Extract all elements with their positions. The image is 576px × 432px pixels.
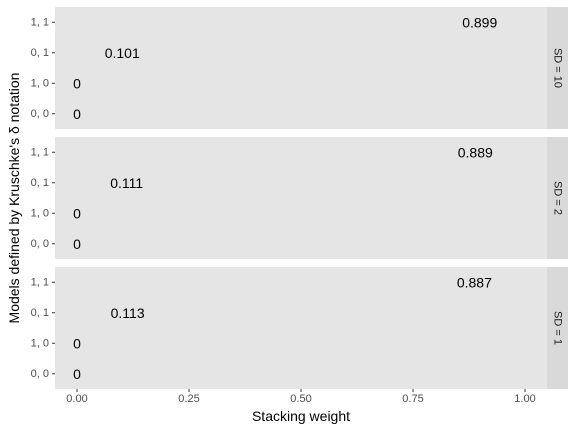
y-tick-label: 1, 0 xyxy=(31,207,49,219)
y-tick-label: 0, 1 xyxy=(31,307,49,319)
x-tick-label: 0.00 xyxy=(66,393,87,405)
x-tick-label: 0.75 xyxy=(402,393,423,405)
data-label: 0.889 xyxy=(458,144,493,160)
data-label: 0 xyxy=(73,335,81,351)
facet-strip-label: SD = 10 xyxy=(552,48,564,88)
y-tick-label: 0, 1 xyxy=(31,177,49,189)
facet-panel-background xyxy=(55,137,547,259)
facet-strip-label: SD = 1 xyxy=(552,311,564,345)
y-axis-title: Models defined by Kruschke's δ notation xyxy=(6,73,22,324)
data-label: 0 xyxy=(73,236,81,252)
x-tick-label: 0.25 xyxy=(178,393,199,405)
y-tick-label: 0, 0 xyxy=(31,368,49,380)
facet-panel-background xyxy=(55,267,547,389)
data-label: 0.111 xyxy=(110,175,143,191)
x-axis-title: Stacking weight xyxy=(252,408,350,424)
y-tick-label: 1, 1 xyxy=(31,16,49,28)
data-label: 0.887 xyxy=(457,274,492,290)
data-label: 0.113 xyxy=(111,305,145,321)
y-tick-label: 1, 1 xyxy=(31,276,49,288)
facet-strip-label: SD = 2 xyxy=(552,181,564,215)
data-label: 0 xyxy=(73,366,81,382)
y-tick-label: 0, 0 xyxy=(31,238,49,250)
data-label: 0.899 xyxy=(462,14,497,30)
y-tick-label: 0, 0 xyxy=(31,108,49,120)
y-tick-label: 1, 1 xyxy=(31,146,49,158)
y-tick-label: 1, 0 xyxy=(31,337,49,349)
data-label: 0 xyxy=(73,205,81,221)
facet-strip-background xyxy=(547,267,568,389)
y-tick-label: 1, 0 xyxy=(31,77,49,89)
facet-panel-background xyxy=(55,7,547,129)
data-label: 0 xyxy=(73,75,81,91)
x-tick-label: 0.50 xyxy=(290,393,311,405)
x-tick-label: 1.00 xyxy=(514,393,535,405)
y-tick-label: 0, 1 xyxy=(31,47,49,59)
data-label: 0.101 xyxy=(105,45,140,61)
facet-strip-background xyxy=(547,137,568,259)
data-label: 0 xyxy=(73,106,81,122)
facet-strip-background xyxy=(547,7,568,129)
